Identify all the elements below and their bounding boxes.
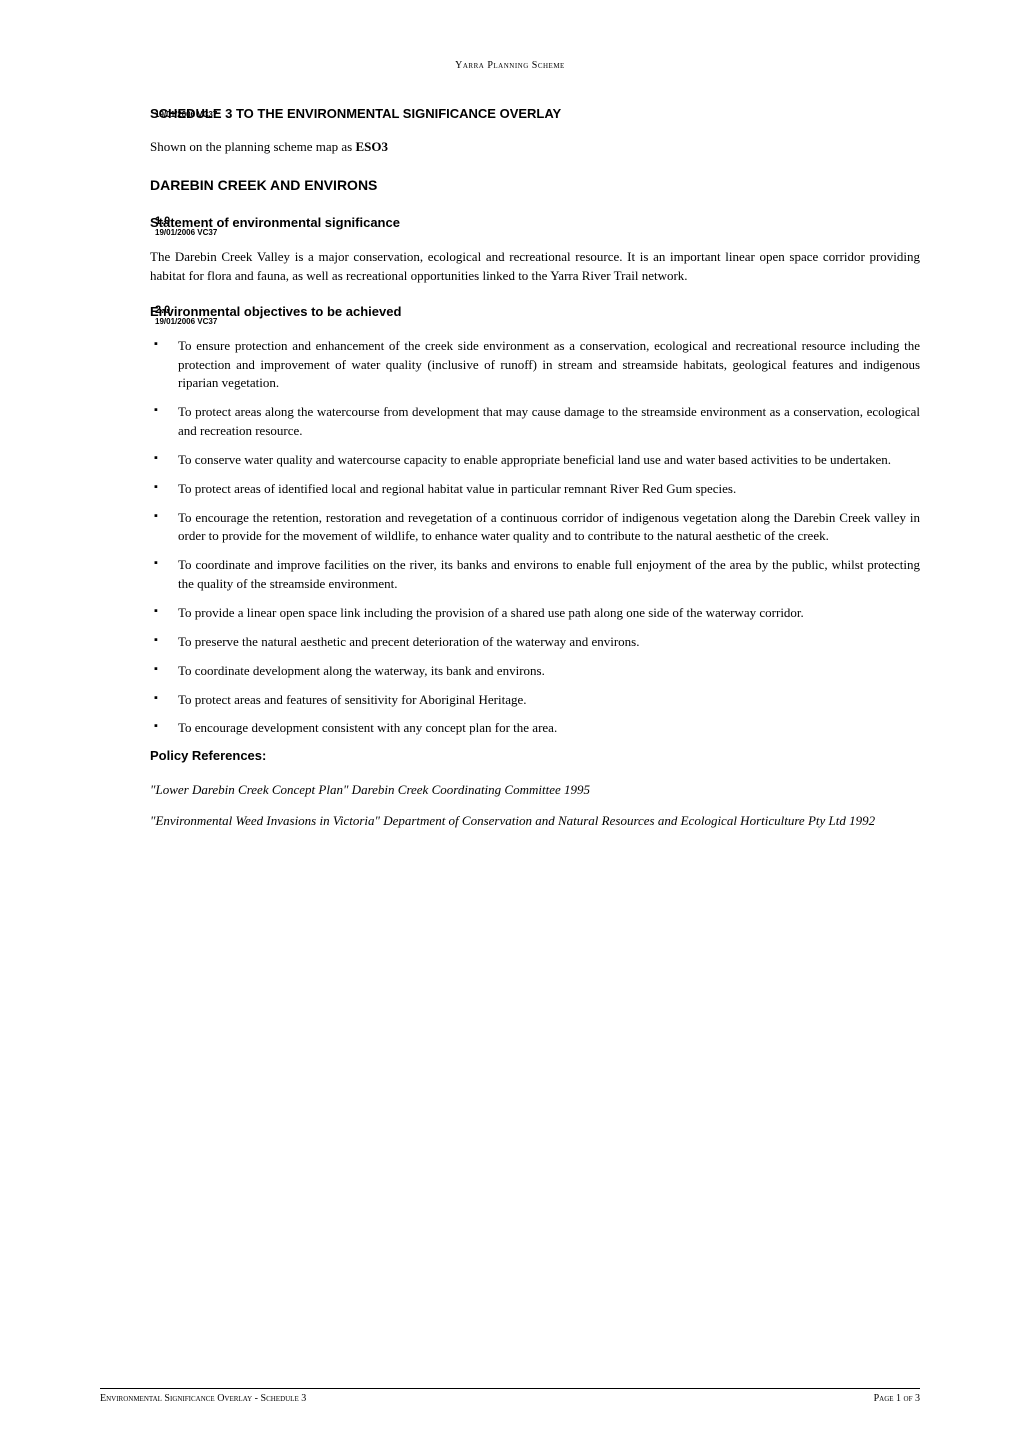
section1-title: Statement of environmental significance [150,215,920,230]
section2-date: 19/01/2006 VC37 [155,317,217,326]
section1-date: 19/01/2006 VC37 [155,228,217,237]
list-item: To encourage development consistent with… [150,719,920,738]
section-2: 2.0 19/01/2006 VC37 Environmental object… [100,304,920,319]
list-item: To protect areas of identified local and… [150,480,920,499]
section1-body: The Darebin Creek Valley is a major cons… [150,248,920,286]
schedule-title: SCHEDULE 3 TO THE ENVIRONMENTAL SIGNIFIC… [150,106,920,121]
policy-ref-1: "Lower Darebin Creek Concept Plan" Dareb… [150,781,920,800]
section1-num: 1.0 [155,215,245,228]
list-item: To protect areas and features of sensiti… [150,691,920,710]
map-line-prefix: Shown on the planning scheme map as [150,139,355,154]
running-header: Yarra Planning Scheme [100,60,920,71]
creek-title: DAREBIN CREEK AND ENVIRONS [150,177,920,193]
policy-ref-2: "Environmental Weed Invasions in Victori… [150,812,920,831]
list-item: To ensure protection and enhancement of … [150,337,920,394]
section1-margin: 1.0 19/01/2006 VC37 [155,215,245,238]
list-item: To provide a linear open space link incl… [150,604,920,623]
list-item: To protect areas along the watercourse f… [150,403,920,441]
page-footer: Environmental Significance Overlay - Sch… [100,1388,920,1404]
list-item: To preserve the natural aesthetic and pr… [150,633,920,652]
map-line: Shown on the planning scheme map as ESO3 [150,139,920,155]
map-code: ESO3 [355,139,388,154]
list-item: To coordinate development along the wate… [150,662,920,681]
objectives-list: To ensure protection and enhancement of … [150,337,920,739]
policy-refs-title: Policy References: [150,748,920,763]
section2-title: Environmental objectives to be achieved [150,304,920,319]
section-1: 1.0 19/01/2006 VC37 Statement of environ… [100,215,920,230]
list-item: To encourage the retention, restoration … [150,509,920,547]
list-item: To conserve water quality and watercours… [150,451,920,470]
schedule-margin-date: 19/01/2006 VC37 [155,110,245,120]
section2-margin: 2.0 19/01/2006 VC37 [155,304,245,327]
section2-num: 2.0 [155,304,245,317]
schedule-block: 19/01/2006 VC37 SCHEDULE 3 TO THE ENVIRO… [100,106,920,121]
footer-left: Environmental Significance Overlay - Sch… [100,1393,306,1404]
footer-right: Page 1 of 3 [874,1393,920,1404]
list-item: To coordinate and improve facilities on … [150,556,920,594]
